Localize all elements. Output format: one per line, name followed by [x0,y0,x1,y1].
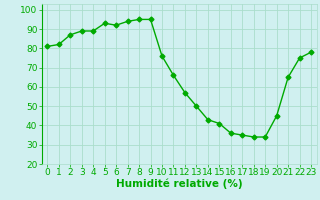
X-axis label: Humidité relative (%): Humidité relative (%) [116,179,243,189]
